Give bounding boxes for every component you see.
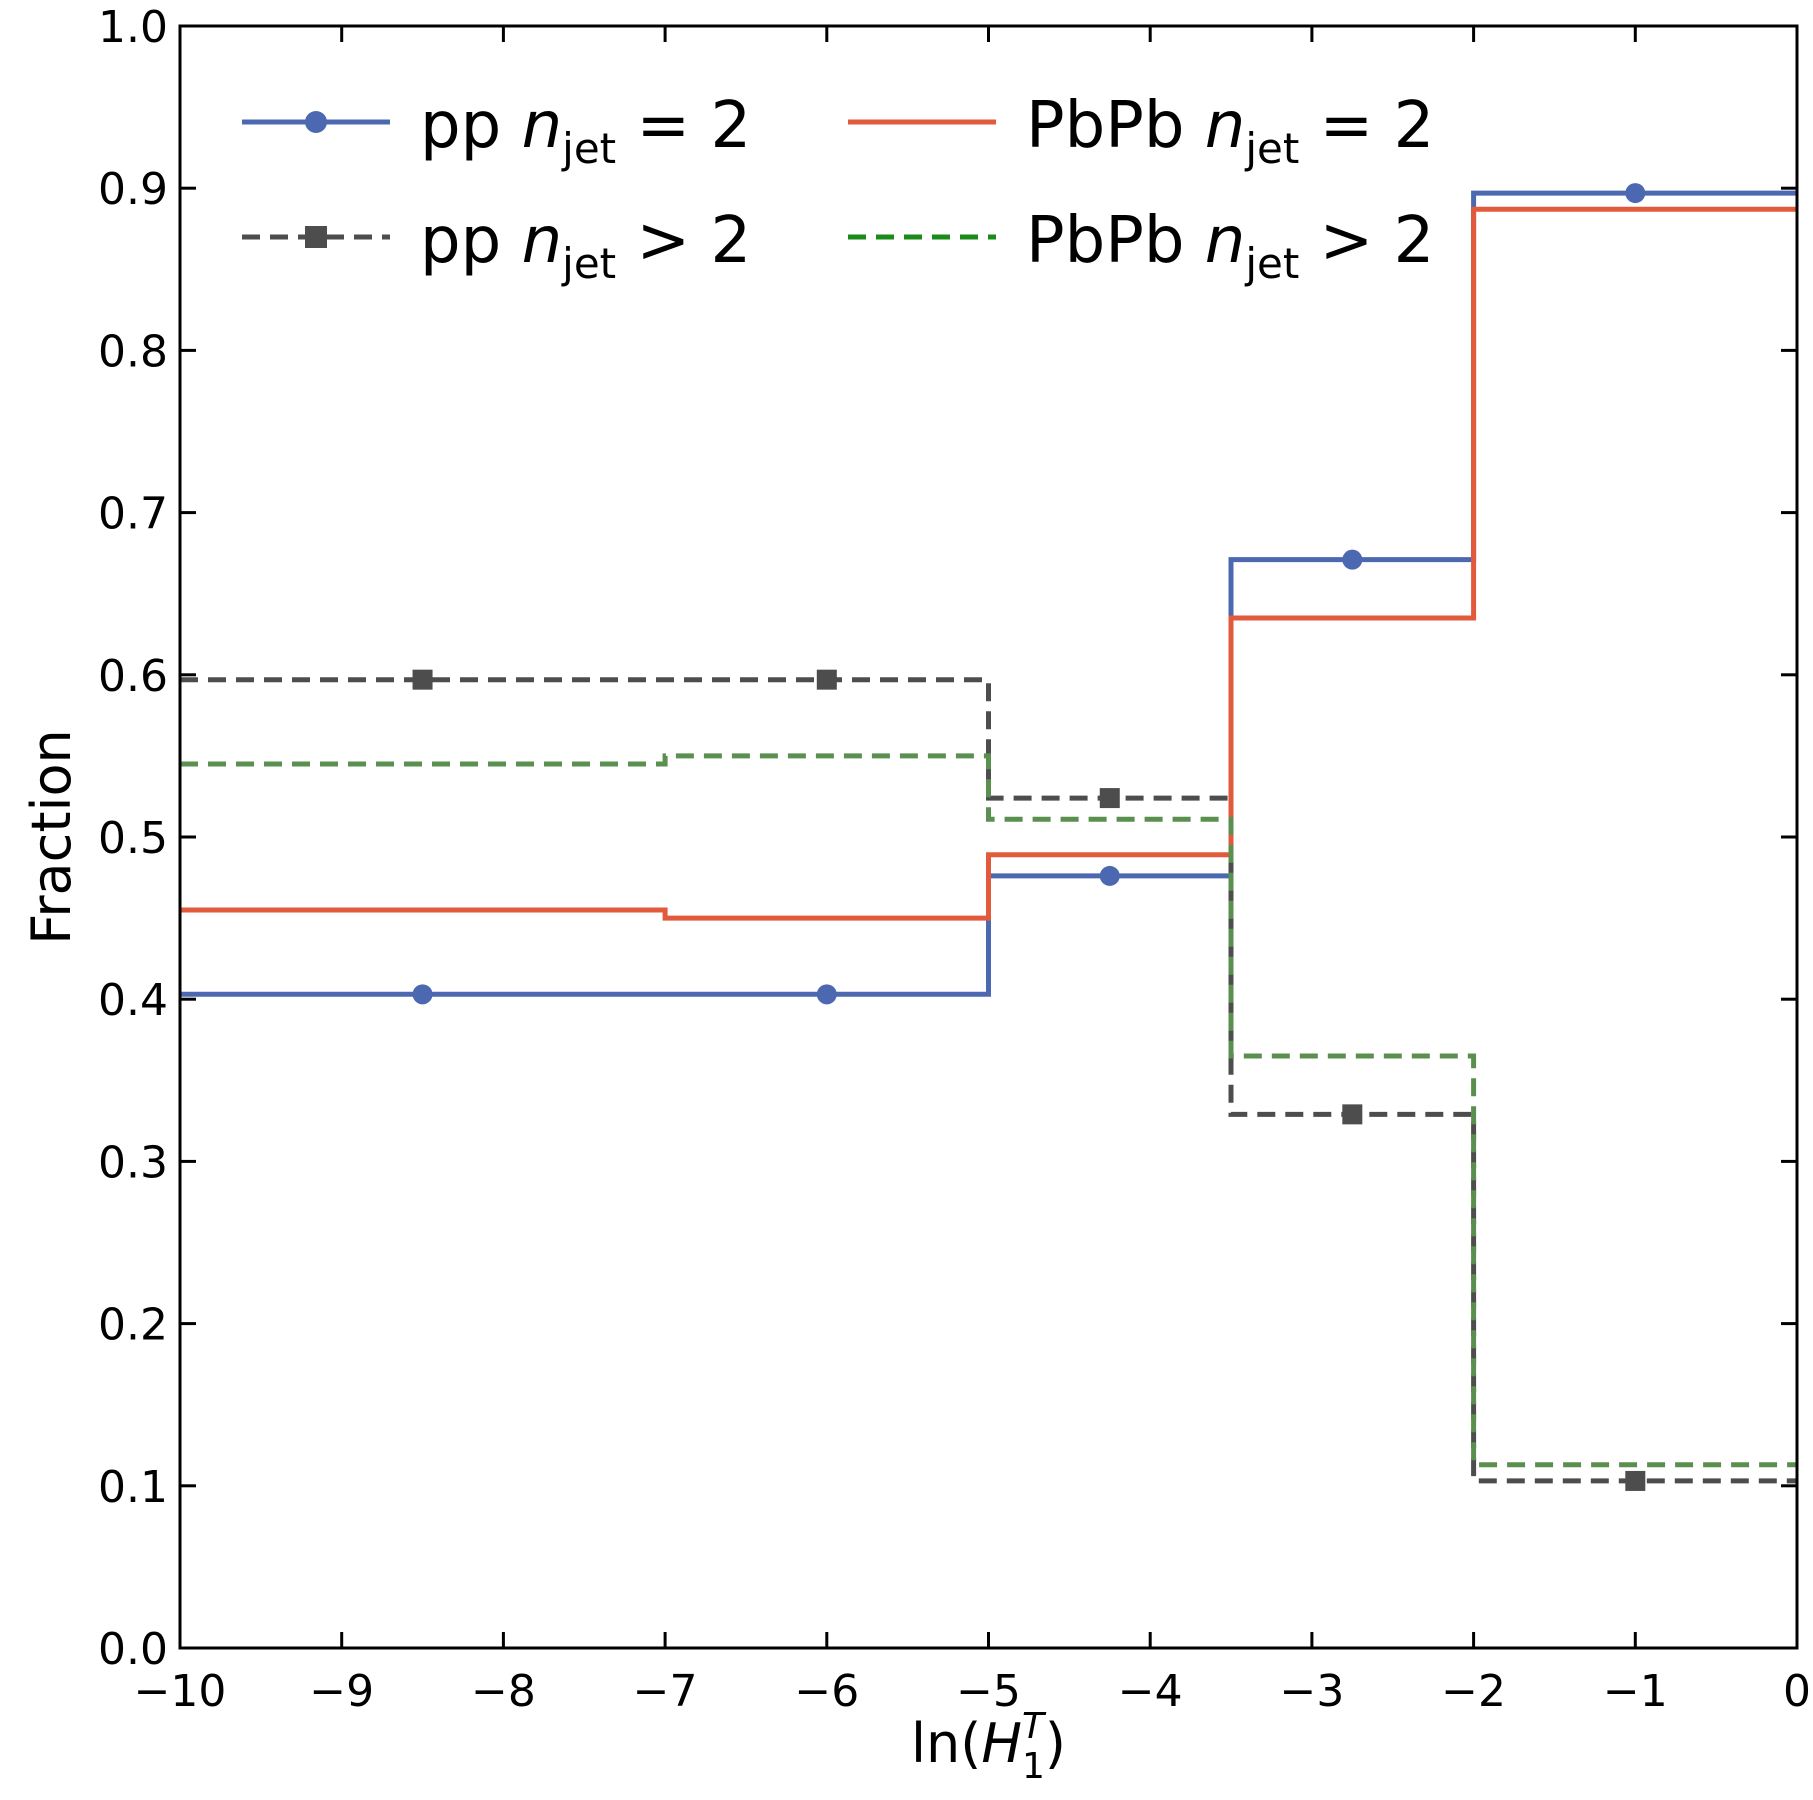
y-tick-label: 1.0 xyxy=(98,2,168,53)
x-tick-label: −6 xyxy=(794,1666,859,1717)
x-tick-label: 0 xyxy=(1783,1666,1811,1717)
series-2 xyxy=(180,206,1797,921)
x-axis-title: ln(HT 1) xyxy=(911,1706,1066,1787)
labels-layer: −10 −9 −8 −7 −6 −5 −4 −3 −2 −1 00.00.10.20.30.40.5… xyxy=(98,2,1811,1717)
series-1-point xyxy=(412,669,433,690)
series-0-point xyxy=(1625,183,1646,204)
ticks-layer xyxy=(178,24,1799,1650)
legend-entry-2: PbPb njet = 2 xyxy=(848,89,1434,173)
series-0-point xyxy=(412,984,433,1005)
series-0-point xyxy=(1342,549,1363,570)
y-tick-label: 0.5 xyxy=(98,813,168,864)
x-tick-label: −3 xyxy=(1279,1666,1344,1717)
x-tick-label: −5 xyxy=(956,1666,1021,1717)
legend-label: pp njet = 2 xyxy=(420,89,751,173)
y-tick-label: 0.2 xyxy=(98,1300,168,1351)
series-1-point xyxy=(1342,1104,1363,1125)
y-tick-label: 0.4 xyxy=(98,975,168,1026)
series-layer xyxy=(180,183,1797,1491)
series-0-point xyxy=(1099,865,1120,886)
legend: pp njet = 2 PbPb njet = 2 pp njet > 2 PbPb … xyxy=(242,89,1434,288)
legend-label: PbPb njet > 2 xyxy=(1026,204,1434,288)
series-0-point xyxy=(816,984,837,1005)
y-tick-label: 0.7 xyxy=(98,489,168,540)
y-axis-title: Fraction xyxy=(20,729,83,945)
legend-entry-1: pp njet > 2 xyxy=(242,204,751,288)
legend-marker xyxy=(305,111,327,133)
series-3 xyxy=(180,753,1797,1468)
y-tick-label: 0.6 xyxy=(98,651,168,702)
y-tick-label: 0.3 xyxy=(98,1137,168,1188)
series-1-point xyxy=(1099,788,1120,809)
series-1-point xyxy=(1625,1470,1646,1491)
legend-marker xyxy=(305,226,327,248)
legend-entry-0: pp njet = 2 xyxy=(242,89,751,173)
legend-entry-3: PbPb njet > 2 xyxy=(848,204,1434,288)
series-3-line xyxy=(180,753,1797,1468)
series-1-line xyxy=(180,677,1797,1484)
y-tick-label: 0.8 xyxy=(98,326,168,377)
x-tick-label: −7 xyxy=(633,1666,698,1717)
y-tick-label: 0.9 xyxy=(98,164,168,215)
x-tick-label: −8 xyxy=(471,1666,536,1717)
legend-label: pp njet > 2 xyxy=(420,204,751,288)
x-tick-label: −2 xyxy=(1441,1666,1506,1717)
series-2-line xyxy=(180,206,1797,921)
x-tick-label: −9 xyxy=(309,1666,374,1717)
x-tick-label: −10 xyxy=(134,1666,227,1717)
y-tick-label: 0.0 xyxy=(98,1624,168,1675)
x-tick-label: −4 xyxy=(1118,1666,1183,1717)
x-tick-label: −1 xyxy=(1603,1666,1668,1717)
series-1-point xyxy=(816,669,837,690)
legend-label: PbPb njet = 2 xyxy=(1026,89,1434,173)
y-tick-label: 0.1 xyxy=(98,1462,168,1513)
